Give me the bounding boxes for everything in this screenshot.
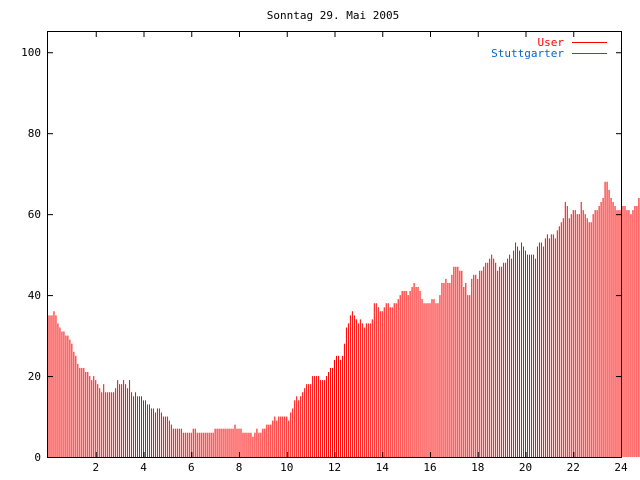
x-tick-label: 16 <box>423 461 436 474</box>
x-tick-label: 24 <box>614 461 628 474</box>
plot-frame <box>47 31 622 458</box>
y-tick-label: 60 <box>28 208 41 221</box>
x-tick-label: 22 <box>567 461 580 474</box>
legend-label-user: User <box>538 36 565 49</box>
y-tick-label: 0 <box>34 451 41 464</box>
y-tick-label: 20 <box>28 370 41 383</box>
x-tick-label: 14 <box>376 461 390 474</box>
x-tick-label: 2 <box>92 461 99 474</box>
legend: User Stuttgarter <box>491 36 607 60</box>
x-tick-label: 20 <box>519 461 532 474</box>
y-tick-label: 80 <box>28 127 41 140</box>
x-tick-label: 4 <box>140 461 147 474</box>
chart-title: Sonntag 29. Mai 2005 <box>267 9 399 22</box>
x-axis: 2 4 6 8 10 12 14 16 18 20 22 24 <box>92 32 628 474</box>
x-tick-label: 6 <box>188 461 195 474</box>
x-tick-label: 18 <box>471 461 484 474</box>
y-tick-label: 100 <box>21 46 41 59</box>
x-tick-label: 8 <box>236 461 243 474</box>
y-tick-label: 40 <box>28 289 41 302</box>
x-tick-label: 12 <box>328 461 341 474</box>
y-axis: 0 20 40 60 80 100 <box>21 46 621 464</box>
bar-series-user <box>47 181 640 457</box>
x-tick-label: 10 <box>280 461 293 474</box>
legend-label-stuttgarter: Stuttgarter <box>491 47 564 60</box>
